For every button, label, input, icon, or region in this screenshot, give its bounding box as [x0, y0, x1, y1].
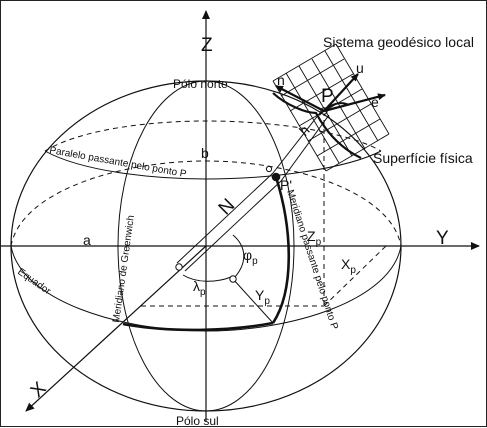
x-axis-label: X: [27, 378, 51, 402]
vector-e: [323, 93, 386, 113]
local-u-label: u: [356, 60, 364, 76]
equator-thick-arc: [122, 321, 274, 332]
parallel-label: Paralelo passante pelo ponto P: [48, 145, 187, 180]
x-axis: [25, 245, 207, 412]
p-prime-point: [271, 172, 281, 182]
point-p-label: P: [321, 86, 334, 107]
meridian-p-thick: [271, 176, 291, 324]
point-p-prime-label: P': [280, 177, 292, 193]
vector-n: [275, 85, 325, 112]
zp-label: Zp: [307, 228, 322, 248]
normal-line-b: [184, 180, 282, 272]
parallel-point: [265, 165, 273, 173]
greenwich-label: Meridiano de Greenwich: [111, 215, 137, 324]
proj-lambda-line: [232, 278, 274, 324]
proj-xp-line: [323, 245, 387, 307]
y-axis-label: Y: [436, 228, 449, 249]
phi-arc: [232, 234, 245, 278]
local-e-label: e: [371, 94, 379, 110]
local-system-label: Sistema geodésico local: [323, 34, 474, 50]
meridian-p-label: Meridiano passante pelo ponto P: [284, 189, 340, 332]
equator-label: Equador: [15, 266, 53, 297]
local-n-label: n: [277, 72, 285, 88]
lambda-arc: [182, 274, 232, 282]
normal-label: N: [215, 195, 240, 220]
center-point: [175, 263, 183, 271]
vector-u: [323, 73, 359, 112]
lambda-label: λp: [193, 278, 206, 298]
height-label: h: [296, 122, 313, 139]
phi-label: φp: [243, 247, 258, 267]
south-pole-label: Pólo sul: [176, 414, 219, 428]
semi-minor-label: b: [201, 145, 209, 161]
semi-major-label: a: [83, 232, 91, 248]
equator-point: [229, 275, 237, 283]
z-axis-label: Z: [201, 35, 213, 56]
h-line-a: [272, 108, 324, 174]
local-grid: [272, 43, 390, 172]
h-line-b: [280, 114, 330, 182]
physical-surface-label: Superfície física: [373, 150, 473, 166]
normal-line-a: [176, 172, 274, 264]
physical-surface-curve: [272, 92, 362, 159]
xp-label: Xp: [341, 256, 356, 276]
north-pole-label: Pólo norte: [173, 77, 228, 91]
yp-label: Yp: [255, 287, 270, 307]
